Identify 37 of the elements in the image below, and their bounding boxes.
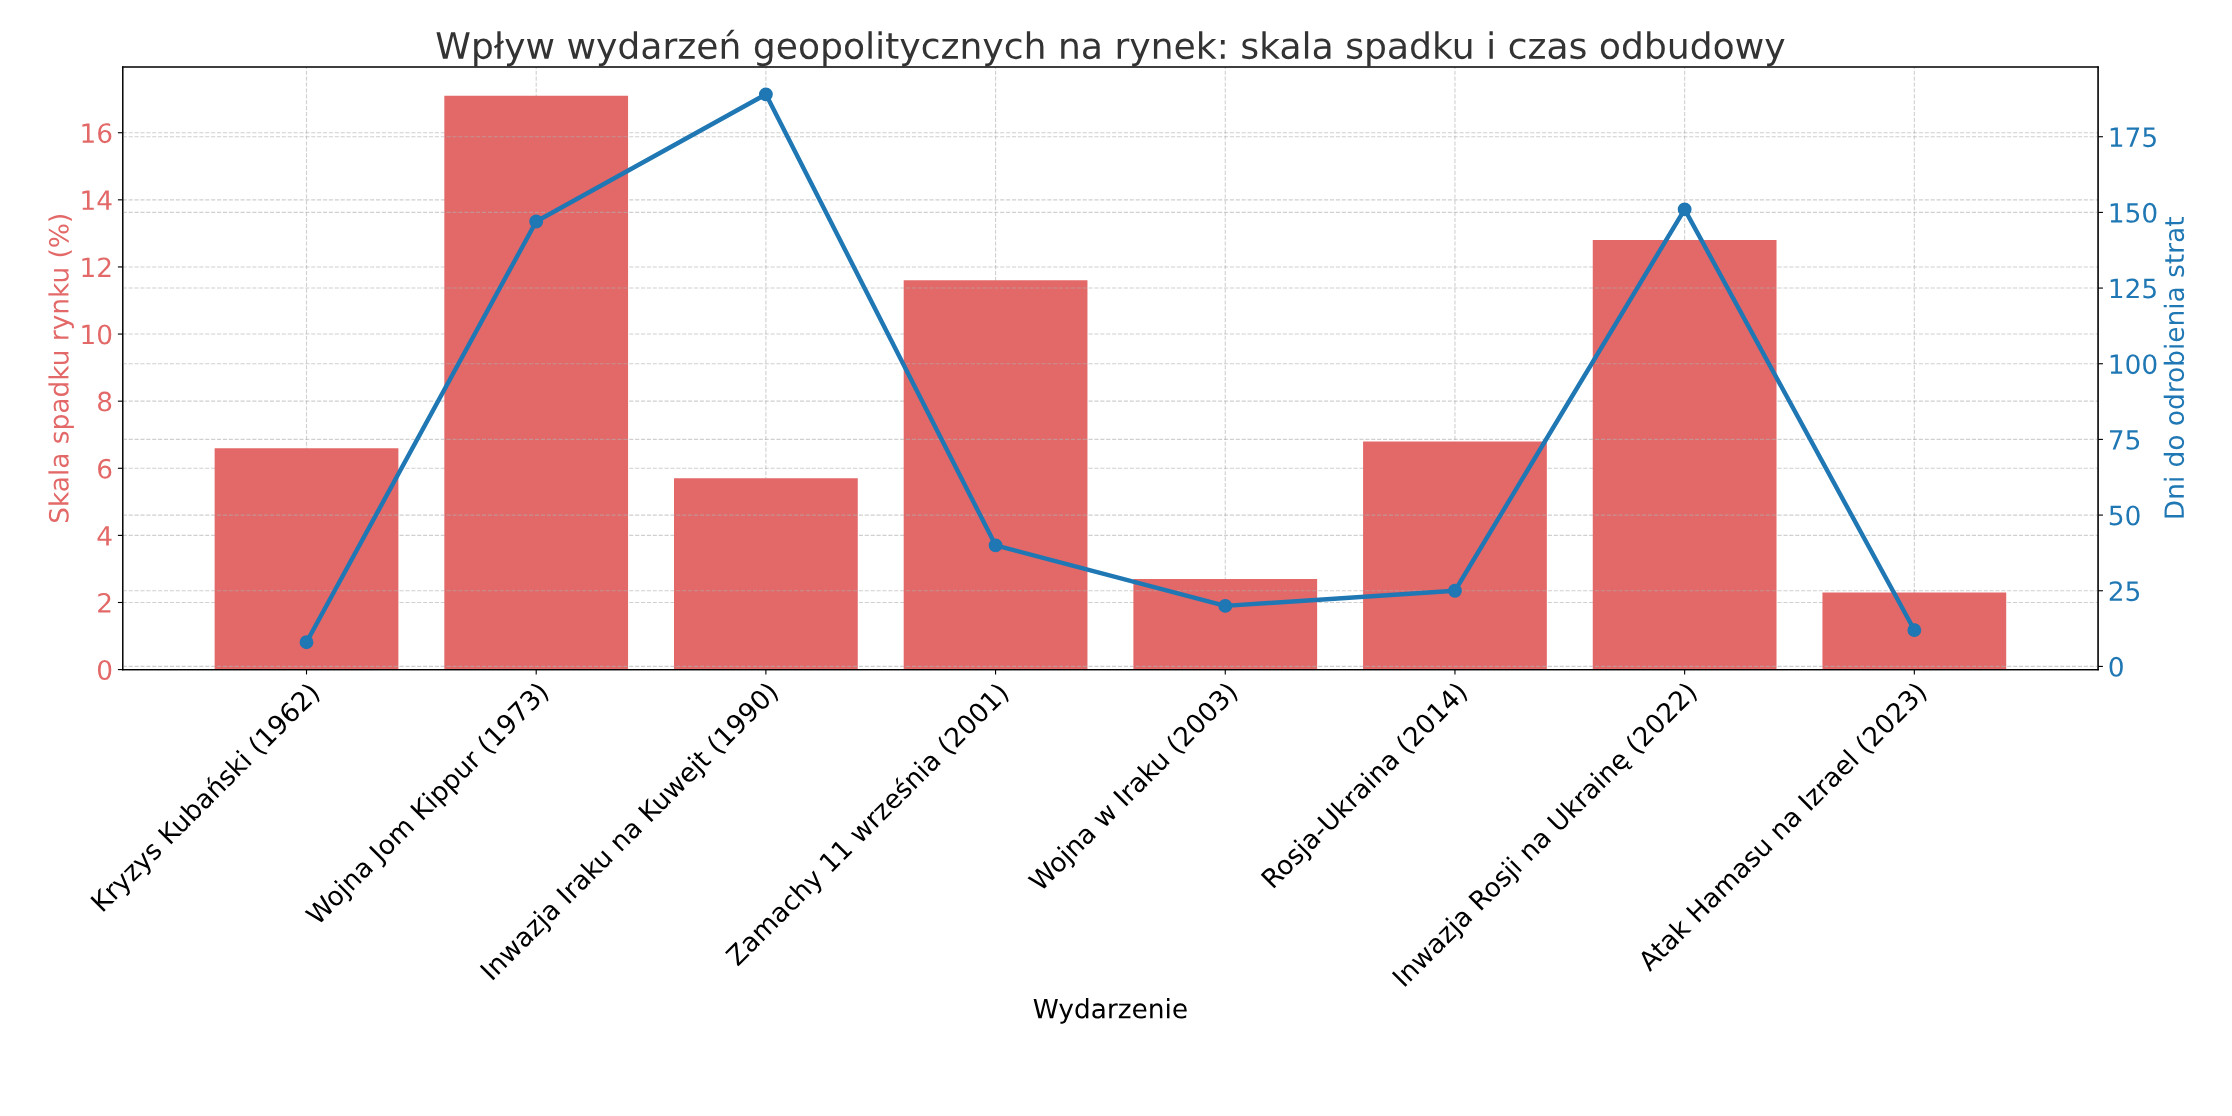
point	[529, 214, 544, 229]
y2-tick-label: 50	[2109, 505, 2140, 526]
y-tick-label: 2	[98, 592, 111, 613]
bar	[674, 478, 858, 670]
y2-tick-label: 25	[2109, 581, 2140, 602]
bar	[903, 280, 1088, 670]
y2-tick-label: 125	[2110, 278, 2156, 299]
y-tick-label: 4	[97, 526, 112, 546]
y-tick-label: 14	[82, 190, 112, 210]
y-tick-label: 0	[97, 660, 112, 680]
x-axis-title: Wydarzenie	[1033, 998, 1187, 1024]
y2-tick-label: 75	[2109, 430, 2140, 450]
point	[1677, 202, 1692, 217]
y2-tick-label: 100	[2110, 354, 2157, 375]
point	[1218, 598, 1233, 613]
point	[988, 538, 1003, 553]
y2-tick-label: 150	[2110, 202, 2157, 223]
bar	[1133, 579, 1318, 670]
bar	[1363, 441, 1547, 670]
y2-tick-label: 175	[2110, 127, 2156, 148]
bar	[214, 448, 399, 670]
point	[299, 635, 314, 650]
bar	[1822, 592, 2007, 670]
y2-tick-label: 0	[2109, 656, 2123, 677]
bar	[1592, 240, 1777, 670]
point	[1448, 583, 1462, 598]
y2-axis-title: Dni do odrobienia strat	[2163, 217, 2185, 518]
y-tick-label: 10	[82, 324, 112, 345]
y-tick-label: 6	[98, 458, 112, 479]
bar	[444, 95, 629, 670]
chart-title: Wpływ wydarzeń geopolitycznych na rynek: skala spadku i czas odbudowy	[436, 29, 1785, 67]
point	[1907, 623, 1922, 638]
y-tick-label: 12	[82, 257, 111, 277]
y-tick-label: 8	[98, 391, 112, 412]
y-tick-label: 16	[82, 123, 112, 144]
point	[758, 87, 773, 102]
y-axis-title: Skala spadku rynku (%)	[48, 215, 74, 523]
